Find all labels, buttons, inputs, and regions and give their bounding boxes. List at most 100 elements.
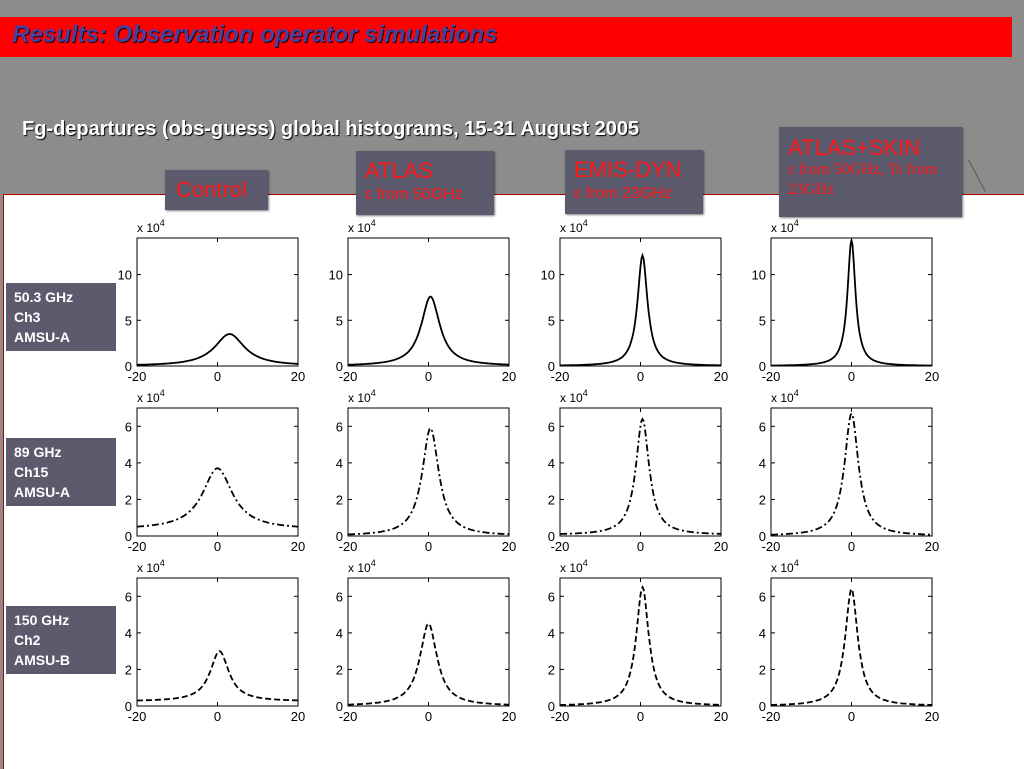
x-tick-label: -20 [551,709,570,724]
y-tick-label: 2 [336,492,343,507]
x-tick-label: -20 [339,539,358,554]
x-tick-label: 0 [848,539,855,554]
x-tick-label: -20 [762,369,781,384]
y-tick-label: 2 [548,492,555,507]
x-tick-label: 0 [848,369,855,384]
x-tick-label: -20 [128,709,147,724]
y-tick-label: 0 [125,359,132,374]
y-tick-label: 2 [759,662,766,677]
x-tick-label: 20 [502,709,516,724]
y-tick-label: 4 [759,456,766,471]
x-tick-label: 20 [291,709,305,724]
x-tick-label: 20 [502,369,516,384]
y-multiplier-label: x 104 [771,388,799,405]
histogram-curve [348,622,509,706]
plot-frame [559,577,722,707]
column-label-main: ATLAS [365,158,434,183]
y-tick-label: 10 [752,268,766,283]
column-label-main: EMIS-DYN [574,157,682,182]
y-tick-label: 0 [336,699,343,714]
y-tick-label: 5 [548,313,555,328]
x-tick-label: 20 [502,539,516,554]
y-tick-label: 0 [125,699,132,714]
row-label-line: 50.3 GHz [14,289,74,305]
x-tick-label: -20 [551,369,570,384]
row-label-line: Ch15 [14,464,49,480]
x-tick-label: 20 [714,539,728,554]
histogram-curve [771,239,932,367]
row-label-line: Ch2 [14,632,41,648]
y-multiplier-label: x 104 [137,558,165,575]
y-tick-label: 0 [336,529,343,544]
slide-subtitle: Fg-departures (obs-guess) global histogr… [22,118,640,140]
row-label-line: AMSU-A [14,329,70,345]
row-label-line: 89 GHz [14,444,62,460]
row-label-line: AMSU-B [14,652,70,668]
histogram-curve [137,467,298,528]
y-multiplier-label: x 104 [771,558,799,575]
y-multiplier-label: x 104 [560,218,588,235]
column-label-sub: ε from 23GHz [574,185,672,202]
y-tick-label: 10 [118,268,132,283]
histogram-curve [560,585,721,706]
row-label-line: Ch3 [14,309,41,325]
x-tick-label: 0 [637,369,644,384]
y-tick-label: 0 [125,529,132,544]
y-multiplier-label: x 104 [348,388,376,405]
x-tick-label: 20 [925,539,939,554]
x-tick-label: 0 [425,539,432,554]
histogram-curve [770,411,933,536]
x-tick-label: 20 [291,369,305,384]
y-multiplier-label: x 104 [348,218,376,235]
y-multiplier-label: x 104 [348,558,376,575]
y-tick-label: 0 [548,699,555,714]
y-tick-label: 10 [541,268,555,283]
x-tick-label: -20 [551,539,570,554]
plot-frame [559,237,722,367]
plot-frame [770,577,933,707]
column-label-sub: ε from 50GHz, Ts from 23GHz [788,161,938,198]
x-tick-label: 20 [714,709,728,724]
y-multiplier-label: x 104 [771,218,799,235]
y-tick-label: 0 [336,359,343,374]
histogram-curve [348,426,510,536]
column-label-emis-dyn: EMIS-DYN ε from 23GHz [565,150,703,214]
histogram-curve [770,586,933,706]
y-multiplier-label: x 104 [560,388,588,405]
x-tick-label: 20 [925,369,939,384]
y-tick-label: 5 [759,313,766,328]
y-tick-label: 4 [548,456,555,471]
y-tick-label: 2 [125,662,132,677]
y-tick-label: 4 [125,456,132,471]
x-tick-label: 0 [214,709,221,724]
row-label-150ghz: 150 GHz Ch2 AMSU-B [6,606,116,674]
plot-frame [770,237,933,367]
title-bar: Results: Observation operator simulation… [0,17,1012,57]
y-tick-label: 6 [759,419,766,434]
x-tick-label: 0 [425,709,432,724]
column-label-atlas-skin: ATLAS+SKIN ε from 50GHz, Ts from 23GHz [779,127,962,217]
histogram-curve [348,295,509,366]
x-tick-label: 0 [637,539,644,554]
y-tick-label: 6 [548,589,555,604]
y-tick-label: 6 [759,589,766,604]
x-tick-label: 0 [848,709,855,724]
y-tick-label: 6 [336,419,343,434]
x-tick-label: 20 [714,369,728,384]
y-tick-label: 2 [125,492,132,507]
x-tick-label: -20 [128,539,147,554]
y-tick-label: 0 [548,359,555,374]
column-label-main: Control [176,177,247,202]
y-tick-label: 4 [759,626,766,641]
y-tick-label: 6 [125,419,132,434]
x-tick-label: 0 [214,369,221,384]
y-tick-label: 4 [336,626,343,641]
plot-frame [136,237,299,367]
y-tick-label: 2 [548,662,555,677]
plot-frame [136,407,299,537]
y-tick-label: 0 [759,529,766,544]
x-tick-label: -20 [762,539,781,554]
y-tick-label: 5 [125,313,132,328]
y-tick-label: 5 [336,313,343,328]
